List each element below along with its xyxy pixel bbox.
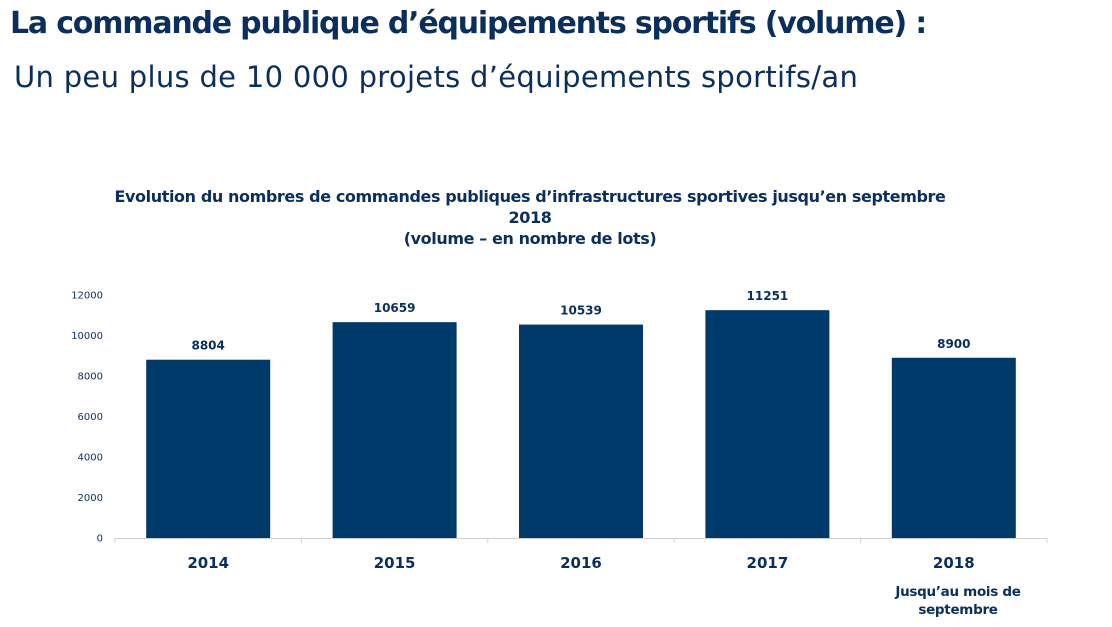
y-tick-label: 10000 bbox=[71, 331, 103, 342]
y-tick-label: 12000 bbox=[71, 291, 103, 302]
slide-subtitle: Un peu plus de 10 000 projets d’équipeme… bbox=[14, 60, 859, 94]
bar-2016 bbox=[519, 324, 643, 538]
y-tick-label: 4000 bbox=[78, 453, 103, 464]
bars: 8804 10659 10539 11251 8900 bbox=[146, 289, 1016, 538]
category-label-2015: 2015 bbox=[374, 554, 416, 572]
bar-2014 bbox=[146, 359, 271, 538]
category-label-2018: 2018 bbox=[933, 554, 975, 572]
bar-2018 bbox=[891, 357, 1016, 538]
bar-2017 bbox=[705, 310, 830, 538]
data-label-2017: 11251 bbox=[747, 289, 789, 303]
y-tick-label: 8000 bbox=[78, 372, 103, 383]
y-tick-label: 6000 bbox=[78, 412, 103, 423]
data-label-2015: 10659 bbox=[374, 301, 416, 315]
y-axis: 0 2000 4000 6000 8000 10000 12000 bbox=[71, 291, 103, 545]
chart-title-line-3: (volume – en nombre de lots) bbox=[403, 229, 657, 248]
chart-title-line-1: Evolution du nombres de commandes publiq… bbox=[114, 187, 946, 206]
category-note: Jusqu’au mois de septembre bbox=[895, 584, 1021, 618]
data-label-2018: 8900 bbox=[937, 337, 970, 351]
y-tick-label: 2000 bbox=[78, 493, 103, 504]
category-label-2017: 2017 bbox=[747, 554, 789, 572]
slide-title: La commande publique d’équipements sport… bbox=[10, 6, 927, 41]
category-label-2014: 2014 bbox=[187, 554, 229, 572]
data-label-2016: 10539 bbox=[560, 304, 602, 318]
bar-2015 bbox=[332, 322, 457, 538]
data-label-2014: 8804 bbox=[191, 339, 224, 353]
y-tick-label: 0 bbox=[97, 534, 103, 545]
category-label-2016: 2016 bbox=[560, 554, 602, 572]
chart-title: Evolution du nombres de commandes publiq… bbox=[40, 186, 1020, 249]
chart-title-line-2: 2018 bbox=[508, 208, 552, 227]
x-axis: 2014 2015 2016 2017 2018 bbox=[114, 538, 1048, 572]
